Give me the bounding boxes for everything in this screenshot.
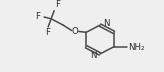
Text: F: F xyxy=(55,0,60,9)
Text: F: F xyxy=(45,28,50,37)
Text: N: N xyxy=(103,19,110,28)
Text: N: N xyxy=(90,51,96,60)
Text: F: F xyxy=(35,13,40,22)
Text: NH₂: NH₂ xyxy=(128,43,144,52)
Text: O: O xyxy=(72,27,79,36)
